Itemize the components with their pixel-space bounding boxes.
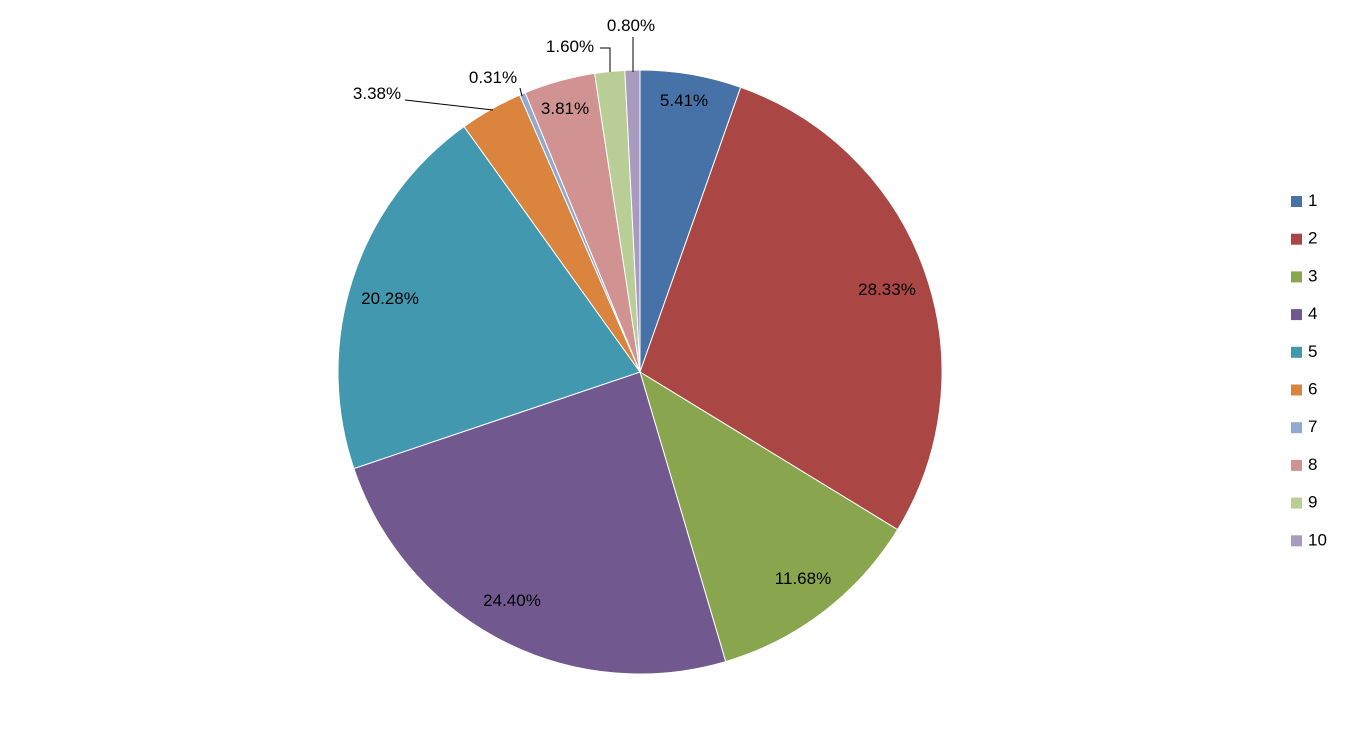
legend-swatch-1 xyxy=(1291,196,1302,207)
legend-item-7: 7 xyxy=(1291,417,1317,436)
legend-label-9: 9 xyxy=(1308,493,1317,512)
pie-slice-10 xyxy=(624,69,641,373)
legend-label-1: 1 xyxy=(1308,191,1317,210)
legend-label-8: 8 xyxy=(1308,455,1317,474)
leader-line-7 xyxy=(519,87,523,97)
pie-slice-4 xyxy=(353,371,727,675)
legend-label-3: 3 xyxy=(1308,266,1317,285)
leader-line-6 xyxy=(404,99,494,111)
legend-swatch-7 xyxy=(1291,422,1302,434)
pie-slice-2 xyxy=(639,86,943,531)
legend-swatch-9 xyxy=(1291,497,1302,509)
legend-swatch-10 xyxy=(1291,535,1302,547)
legend-item-3: 3 xyxy=(1291,266,1317,285)
legend-label-6: 6 xyxy=(1308,380,1317,399)
legend-label-7: 7 xyxy=(1308,417,1317,436)
legend-item-9: 9 xyxy=(1291,493,1317,512)
data-label-9: 1.60% xyxy=(546,37,594,56)
data-labels: 5.41% 28.33% 11.68% 24.40% 20.28% 3.38% 0.31% 3… xyxy=(353,16,916,610)
legend-swatch-4 xyxy=(1291,309,1302,321)
legend-swatch-2 xyxy=(1291,233,1302,245)
legend-item-10: 10 xyxy=(1291,530,1327,549)
legend-label-5: 5 xyxy=(1308,342,1317,361)
legend-swatch-3 xyxy=(1291,271,1302,283)
legend-item-5: 5 xyxy=(1291,342,1317,361)
legend-label-2: 2 xyxy=(1308,229,1317,248)
data-label-5: 20.28% xyxy=(361,289,419,308)
pie-slice-5 xyxy=(337,125,641,470)
legend-swatch-5 xyxy=(1291,346,1302,358)
legend-item-2: 2 xyxy=(1291,229,1317,248)
legend-item-8: 8 xyxy=(1291,455,1317,474)
legend: 1 2 3 4 5 6 7 8 9 10 xyxy=(1291,191,1327,549)
leader-lines xyxy=(404,37,634,111)
legend-swatch-6 xyxy=(1291,384,1302,396)
data-label-8: 3.81% xyxy=(541,99,589,118)
legend-label-10: 10 xyxy=(1308,530,1327,549)
data-label-7: 0.31% xyxy=(469,68,517,87)
leader-line-9 xyxy=(600,47,611,72)
legend-label-4: 4 xyxy=(1308,304,1317,323)
data-label-6: 3.38% xyxy=(353,84,401,103)
data-label-1: 5.41% xyxy=(660,91,708,110)
data-label-4: 24.40% xyxy=(483,591,541,610)
data-label-10: 0.80% xyxy=(607,16,655,35)
pie-slices xyxy=(337,69,943,675)
data-label-2: 28.33% xyxy=(858,280,916,299)
legend-item-6: 6 xyxy=(1291,380,1317,399)
legend-swatch-8 xyxy=(1291,459,1302,471)
legend-item-1: 1 xyxy=(1291,191,1317,210)
data-label-3: 11.68% xyxy=(775,569,831,588)
legend-item-4: 4 xyxy=(1291,304,1317,323)
